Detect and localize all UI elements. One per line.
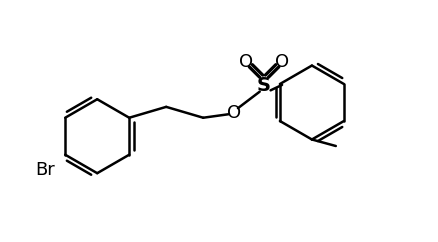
- Text: O: O: [275, 53, 290, 71]
- Text: O: O: [239, 53, 253, 71]
- Text: O: O: [226, 104, 241, 122]
- Text: S: S: [257, 76, 271, 95]
- Text: Br: Br: [36, 161, 56, 179]
